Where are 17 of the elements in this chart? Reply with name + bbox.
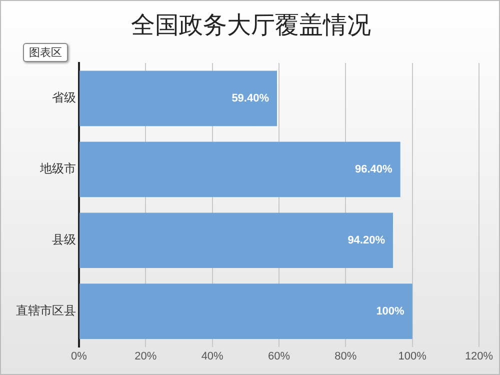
chart-title: 全国政务大厅覆盖情况 — [130, 10, 372, 41]
y-tick-label: 县级 — [52, 232, 76, 246]
x-tick-label: 0% — [71, 350, 88, 362]
y-tick-label: 省级 — [52, 90, 76, 105]
y-tick-label: 地级市 — [39, 162, 76, 176]
data-label: 59.40% — [232, 92, 270, 105]
x-tick-label: 60% — [268, 350, 290, 362]
data-label: 100% — [376, 305, 405, 318]
x-tick-label: 100% — [398, 350, 427, 362]
data-label: 94.20% — [348, 234, 386, 246]
text: 图表区 — [23, 43, 68, 62]
data-label: 96.40% — [355, 163, 393, 176]
x-tick-label: 20% — [134, 350, 157, 362]
x-tick-label: 120% — [464, 350, 494, 362]
x-tick-label: 80% — [334, 350, 357, 362]
y-tick-label: 直辖市区县 — [16, 303, 76, 318]
x-tick-label: 40% — [201, 350, 224, 362]
